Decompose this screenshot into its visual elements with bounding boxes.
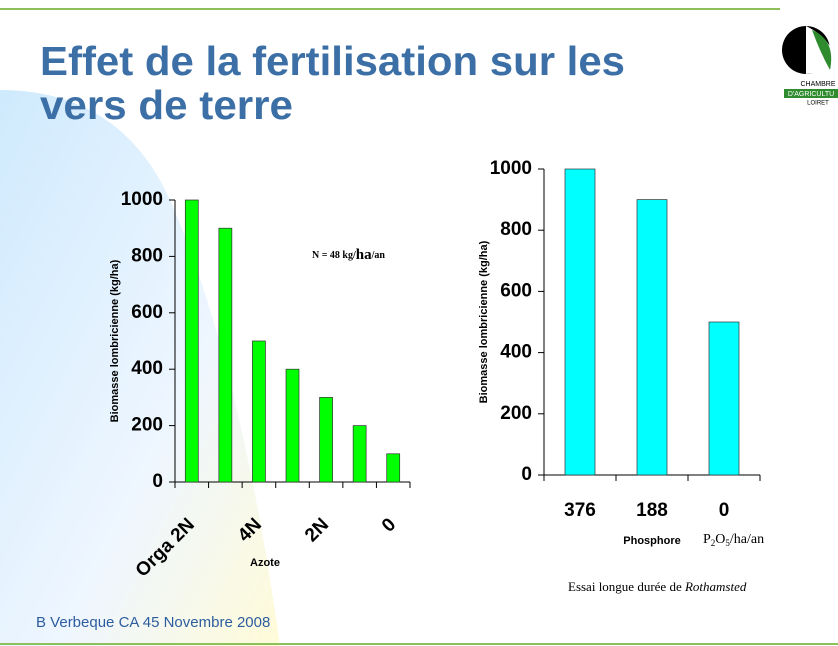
bar: [352, 425, 367, 483]
y-tick-label: 600: [131, 302, 163, 323]
unit-part: /ha/an: [730, 532, 764, 547]
y-tick-label: 200: [131, 415, 163, 436]
annotation-part: N = 48 kg/: [312, 250, 356, 261]
y-tick-label: 1000: [121, 189, 163, 210]
y-tick-label: 1000: [490, 158, 532, 179]
footer: B Verbeque CA 45 Novembre 2008: [36, 614, 270, 631]
y-tick-label: 0: [521, 464, 532, 485]
y-tick-label: 800: [500, 219, 532, 240]
annotation-part: /an: [371, 250, 386, 261]
decoration: [0, 90, 280, 646]
y-axis-label: Biomasse lombricienne (kg/ha): [109, 259, 121, 422]
unit-part: P: [703, 532, 711, 547]
bar: [636, 199, 668, 476]
bar: [564, 168, 596, 476]
logo: CHAMBRE D'AGRICULTU LOIRET: [782, 26, 838, 107]
unit-part: O: [715, 532, 725, 547]
annotation: N = 48 kg/ha/an: [312, 247, 385, 263]
y-tick-label: 0: [152, 471, 163, 492]
logo-text: LOIRET: [807, 101, 829, 107]
logo-leaf: [812, 30, 832, 70]
y-tick-label: 600: [500, 280, 532, 301]
y-tick-label: 400: [500, 342, 532, 363]
annotation-part: ha: [356, 247, 372, 263]
x-axis-label: Phosphore: [623, 535, 680, 547]
caption-part: Rothamsted: [684, 579, 747, 594]
unit-part: 2: [711, 538, 716, 548]
bar: [386, 453, 401, 483]
bar: [708, 321, 740, 476]
slide-title: Effet de la fertilisation sur les: [40, 38, 625, 84]
unit-label: P2O5/ha/an: [703, 532, 764, 548]
x-tick-label: 188: [636, 500, 668, 521]
y-axis-label: Biomasse lombricienne (kg/ha): [478, 240, 490, 403]
x-axis-label: Azote: [250, 557, 280, 569]
logo-text: D'AGRICULTU: [788, 91, 834, 98]
x-tick-label: 376: [564, 500, 596, 521]
unit-part: 5: [725, 538, 730, 548]
y-tick-label: 800: [131, 245, 163, 266]
bar: [218, 227, 233, 483]
logo-band: [784, 89, 838, 98]
slide-title: vers de terre: [40, 82, 293, 128]
bar: [184, 199, 199, 483]
caption-part: Essai longue durée de: [568, 579, 685, 594]
logo-text: CHAMBRE: [800, 81, 835, 88]
caption: Essai longue durée de Rothamsted: [568, 579, 747, 594]
y-tick-label: 200: [500, 403, 532, 424]
bar: [319, 397, 333, 483]
bar: [252, 340, 266, 483]
bar: [285, 368, 300, 483]
y-tick-label: 400: [131, 358, 163, 379]
x-tick-label: 0: [719, 500, 730, 521]
chart: 0 200 400 600 800 1000 376 188 0 Biomasse lombric…: [478, 158, 764, 594]
